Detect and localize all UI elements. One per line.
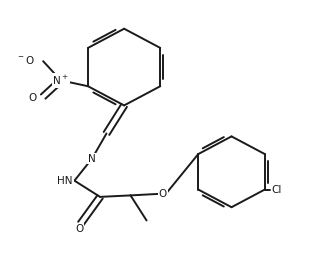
Text: Cl: Cl [271,185,282,194]
Text: N$^+$: N$^+$ [52,74,69,87]
Text: $^-$O: $^-$O [16,54,35,66]
Text: N: N [88,153,96,164]
Text: HN: HN [57,176,73,186]
Text: O: O [28,93,37,103]
Text: O: O [158,189,167,199]
Text: O: O [75,224,83,234]
